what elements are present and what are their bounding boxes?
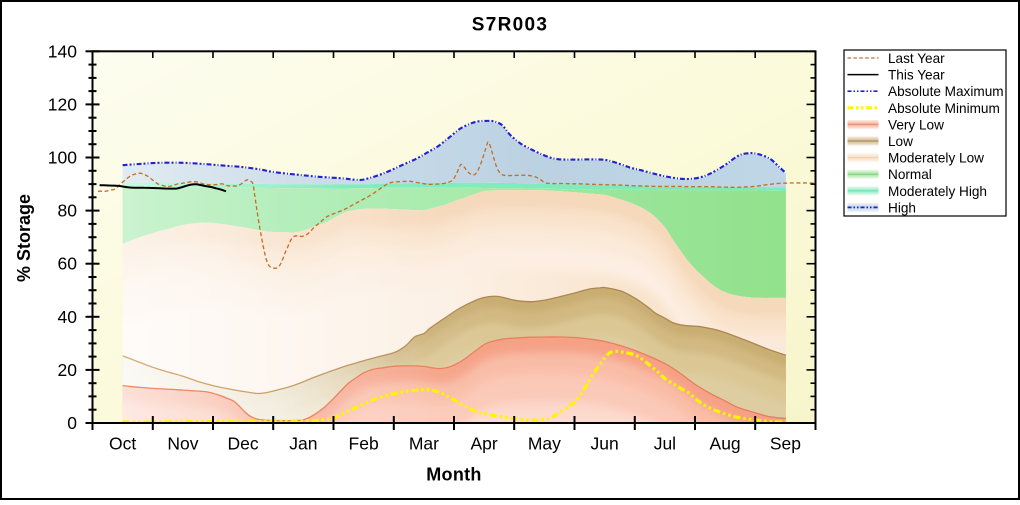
svg-text:40: 40 xyxy=(58,307,78,327)
svg-text:Feb: Feb xyxy=(349,434,379,454)
svg-text:Moderately High: Moderately High xyxy=(888,184,987,199)
svg-text:60: 60 xyxy=(58,254,78,274)
svg-text:20: 20 xyxy=(58,360,78,380)
svg-text:Last Year: Last Year xyxy=(888,51,945,66)
svg-text:Low: Low xyxy=(888,134,913,149)
svg-text:Nov: Nov xyxy=(167,434,198,454)
svg-text:Jul: Jul xyxy=(654,434,676,454)
svg-text:Very Low: Very Low xyxy=(888,117,944,132)
svg-text:Jan: Jan xyxy=(289,434,317,454)
svg-text:% Storage: % Storage xyxy=(14,194,34,282)
svg-text:Apr: Apr xyxy=(470,434,497,454)
svg-text:80: 80 xyxy=(58,201,78,221)
svg-text:Absolute Minimum: Absolute Minimum xyxy=(888,101,1000,116)
svg-text:Month: Month xyxy=(426,465,481,485)
svg-text:May: May xyxy=(528,434,561,454)
svg-text:Moderately Low: Moderately Low xyxy=(888,151,984,166)
svg-text:S7R003: S7R003 xyxy=(472,15,548,36)
svg-text:Mar: Mar xyxy=(409,434,439,454)
svg-text:0: 0 xyxy=(67,413,77,433)
svg-text:Dec: Dec xyxy=(228,434,259,454)
svg-text:This Year: This Year xyxy=(888,68,945,83)
svg-text:Jun: Jun xyxy=(590,434,618,454)
svg-text:Normal: Normal xyxy=(888,167,932,182)
svg-text:Absolute Maximum: Absolute Maximum xyxy=(888,84,1004,99)
svg-text:100: 100 xyxy=(48,148,77,168)
svg-text:140: 140 xyxy=(48,41,77,61)
svg-text:Aug: Aug xyxy=(710,434,741,454)
svg-text:High: High xyxy=(888,200,916,215)
svg-text:120: 120 xyxy=(48,94,77,114)
svg-text:Oct: Oct xyxy=(109,434,136,454)
svg-text:Sep: Sep xyxy=(770,434,801,454)
